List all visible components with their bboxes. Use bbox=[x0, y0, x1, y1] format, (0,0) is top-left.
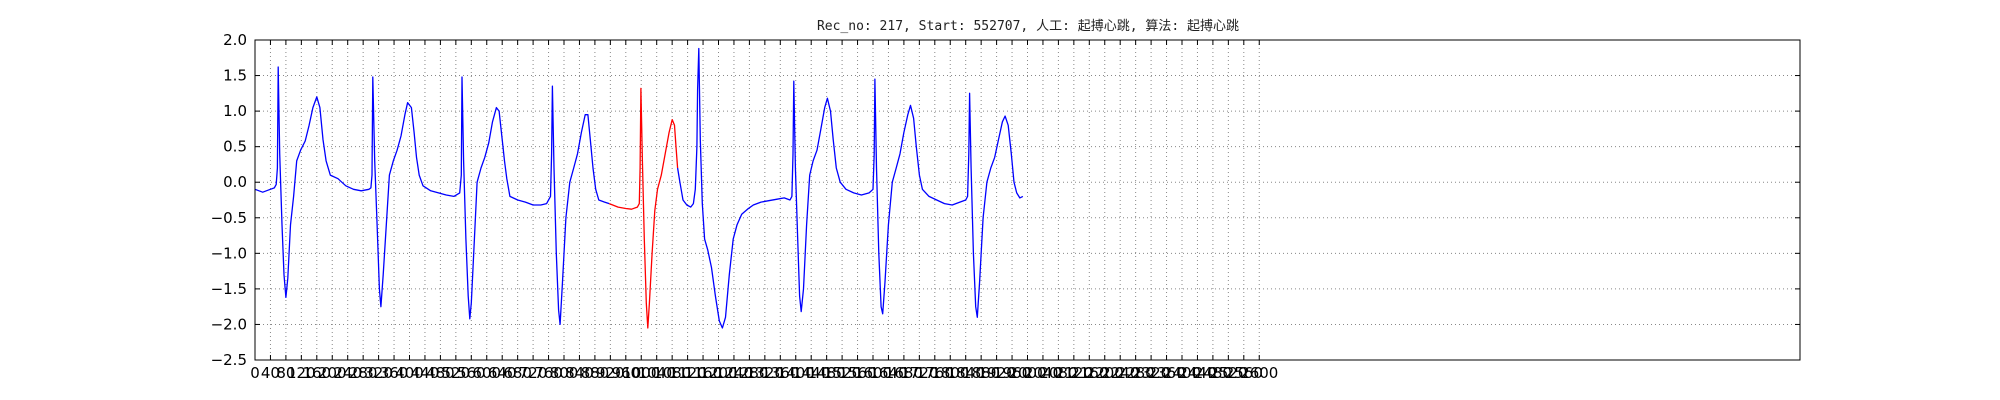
y-tick-label: −2.5 bbox=[211, 351, 247, 369]
x-tick-label: 1640 bbox=[869, 364, 907, 382]
y-tick-label: −1.0 bbox=[211, 244, 247, 262]
x-tick-label: 1000 bbox=[622, 364, 660, 382]
x-tick-label: 1240 bbox=[715, 364, 753, 382]
x-tick-label: 1840 bbox=[947, 364, 985, 382]
x-tick-label: 1520 bbox=[823, 364, 861, 382]
x-tick-label: 760 bbox=[534, 364, 563, 382]
x-tick-label: 2160 bbox=[1070, 364, 1108, 382]
x-tick-label: 1040 bbox=[638, 364, 676, 382]
x-tick-label: 1200 bbox=[699, 364, 737, 382]
x-tick-label: 2520 bbox=[1209, 364, 1247, 382]
x-tick-label: 2240 bbox=[1101, 364, 1139, 382]
x-tick-label: 800 bbox=[550, 364, 579, 382]
x-tick-label: 160 bbox=[302, 364, 331, 382]
x-tick-label: 2280 bbox=[1117, 364, 1155, 382]
x-tick-label: 1600 bbox=[854, 364, 892, 382]
x-tick-label: 1360 bbox=[761, 364, 799, 382]
x-tick-label: 2080 bbox=[1039, 364, 1077, 382]
y-tick-label: −2.0 bbox=[211, 315, 247, 333]
y-tick-label: 1.0 bbox=[223, 102, 247, 120]
y-tick-label: 2.0 bbox=[223, 31, 247, 49]
x-tick-label: 120 bbox=[287, 364, 316, 382]
x-tick-label: 1560 bbox=[838, 364, 876, 382]
x-tick-label: 1160 bbox=[684, 364, 722, 382]
x-tick-label: 1960 bbox=[993, 364, 1031, 382]
x-tick-label: 400 bbox=[395, 364, 424, 382]
x-tick-label: 40 bbox=[261, 364, 280, 382]
y-axis-ticks: −2.5 −2.0 −1.5 −1.0 −0.5 0.0 0.5 1.0 1.5 2.0 bbox=[211, 31, 1800, 369]
x-tick-label: 2600 bbox=[1240, 364, 1278, 382]
signal-series-group bbox=[254, 47, 1024, 329]
x-tick-label: 2040 bbox=[1024, 364, 1062, 382]
x-tick-label: 1760 bbox=[916, 364, 954, 382]
signal-series-2 bbox=[676, 47, 1024, 329]
x-tick-label: 680 bbox=[503, 364, 532, 382]
x-tick-label: 2400 bbox=[1163, 364, 1201, 382]
x-tick-label: 280 bbox=[349, 364, 378, 382]
x-tick-label: 1320 bbox=[746, 364, 784, 382]
y-tick-label: 0.0 bbox=[223, 173, 247, 191]
x-tick-label: 1880 bbox=[962, 364, 1000, 382]
grid-lines bbox=[255, 40, 1800, 360]
y-tick-label: 1.5 bbox=[223, 67, 247, 85]
x-tick-label: 1280 bbox=[730, 364, 768, 382]
x-tick-label: 560 bbox=[457, 364, 486, 382]
x-tick-label: 360 bbox=[380, 364, 409, 382]
x-tick-label: 440 bbox=[411, 364, 440, 382]
x-tick-label: 2440 bbox=[1178, 364, 1216, 382]
x-tick-label: 1720 bbox=[900, 364, 938, 382]
x-tick-label: 1120 bbox=[669, 364, 707, 382]
x-tick-label: 480 bbox=[426, 364, 455, 382]
x-tick-label: 2480 bbox=[1194, 364, 1232, 382]
y-tick-label: −0.5 bbox=[211, 209, 247, 227]
x-tick-label: 520 bbox=[442, 364, 471, 382]
x-tick-label: 1480 bbox=[808, 364, 846, 382]
x-tick-label: 2200 bbox=[1086, 364, 1124, 382]
x-tick-label: 960 bbox=[611, 364, 640, 382]
x-tick-label: 2120 bbox=[1055, 364, 1093, 382]
x-tick-label: 1920 bbox=[978, 364, 1016, 382]
x-tick-label: 640 bbox=[488, 364, 517, 382]
x-tick-label: 200 bbox=[318, 364, 347, 382]
x-tick-label: 1680 bbox=[885, 364, 923, 382]
x-tick-label: 80 bbox=[276, 364, 295, 382]
x-tick-label: 880 bbox=[581, 364, 610, 382]
x-tick-label: 240 bbox=[333, 364, 362, 382]
x-tick-label: 920 bbox=[596, 364, 625, 382]
x-tick-label: 0 bbox=[250, 364, 260, 382]
x-tick-label: 600 bbox=[472, 364, 501, 382]
x-axis-ticks: 0 408012016020024028032036040044048052056… bbox=[250, 40, 1278, 382]
x-tick-label: 1400 bbox=[777, 364, 815, 382]
x-tick-label: 320 bbox=[364, 364, 393, 382]
x-tick-label: 1800 bbox=[931, 364, 969, 382]
chart-title: Rec_no: 217, Start: 552707, 人工: 起搏心跳, 算法… bbox=[817, 18, 1239, 34]
x-tick-label: 2360 bbox=[1147, 364, 1185, 382]
signal-series-0 bbox=[254, 66, 610, 326]
x-tick-label: 2000 bbox=[1008, 364, 1046, 382]
x-tick-label: 840 bbox=[565, 364, 594, 382]
x-tick-label: 1080 bbox=[653, 364, 691, 382]
x-tick-label: 1440 bbox=[792, 364, 830, 382]
y-tick-label: −1.5 bbox=[211, 280, 247, 298]
x-tick-label: 720 bbox=[519, 364, 548, 382]
x-tick-label: 2320 bbox=[1132, 364, 1170, 382]
signal-series-1 bbox=[608, 87, 679, 329]
x-tick-label: 2560 bbox=[1225, 364, 1263, 382]
y-tick-label: 0.5 bbox=[223, 138, 247, 156]
